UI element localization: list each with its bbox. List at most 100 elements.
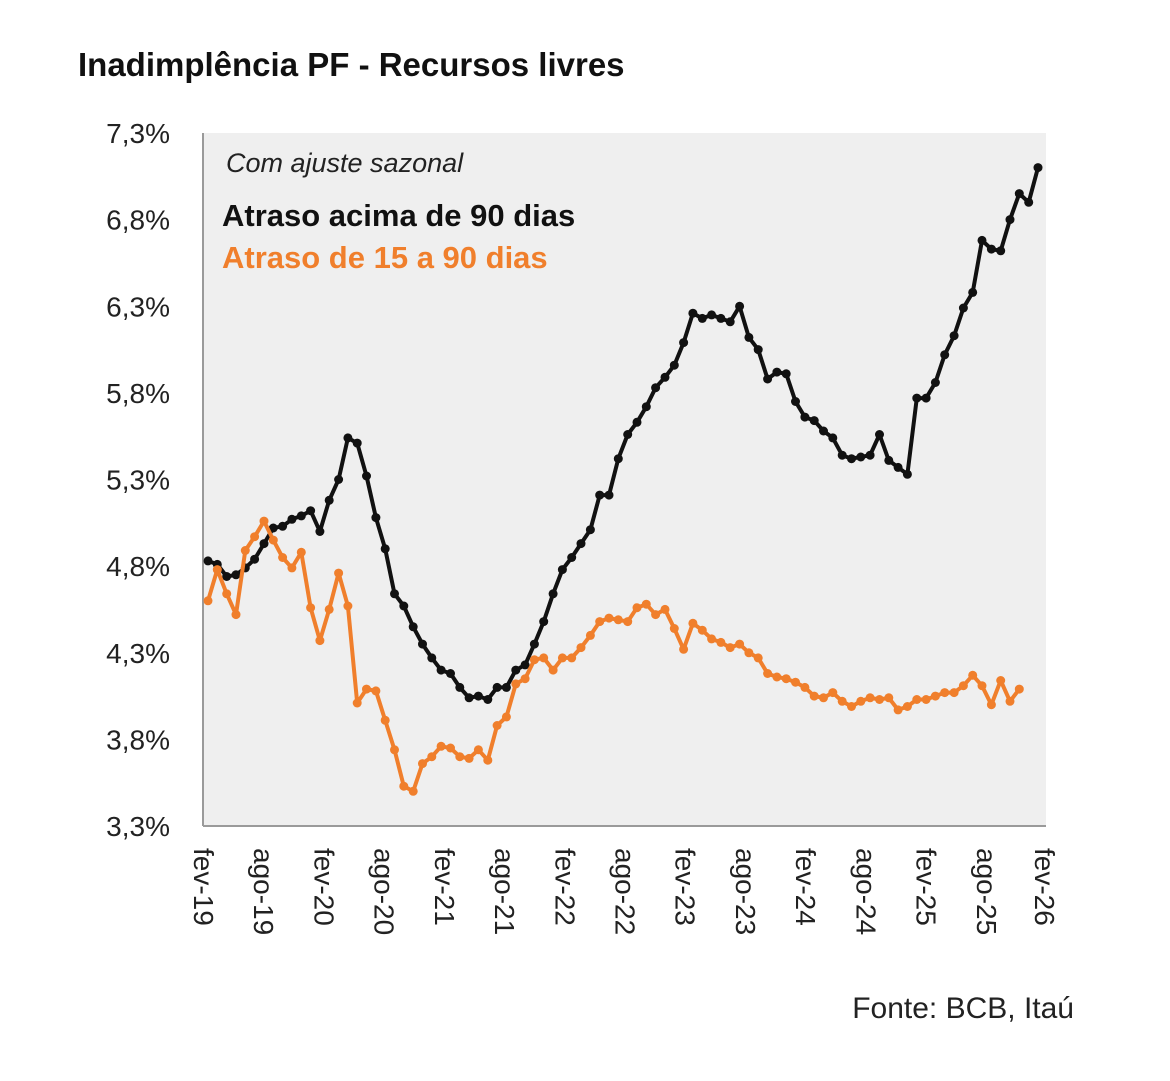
series-2-point [763,669,773,678]
series-2-point [902,702,912,711]
series-1-point [697,313,707,323]
x-tick-label: ago-20 [369,848,400,935]
series-1-point [1033,163,1043,173]
series-1-point [781,369,791,379]
series-1-point [408,622,418,632]
series-1-point [296,511,306,521]
series-2-point [259,516,269,526]
series-1-point [371,513,381,523]
series-2-point [651,610,661,620]
series-2-point [427,752,437,762]
series-1-point [921,393,931,403]
series-1-point [679,338,689,348]
series-2-point [1005,696,1015,706]
series-1-point [725,317,735,327]
series-1-point [483,695,493,704]
series-1-point [343,433,353,443]
series-2-point [464,753,474,763]
series-2-point [921,695,931,704]
series-2-point [492,721,502,730]
series-1-point [278,521,288,531]
series-2-point [557,653,567,663]
series-1-point [287,514,297,524]
series-1-point [548,589,558,599]
series-1-point [511,665,521,675]
series-2-point [772,672,782,682]
series-1-point [791,397,800,406]
x-tick-label: fev-21 [429,848,460,926]
series-1-point [557,565,567,575]
series-1-point [847,454,856,464]
series-1-point [1014,189,1024,199]
series-1-point [986,244,996,254]
series-1-point [436,665,446,675]
legend-entry-1: Atraso acima de 90 dias [222,198,575,233]
series-1-point [875,430,884,439]
series-2-point [753,653,763,663]
series-2-point [222,589,232,599]
series-2-point [856,696,866,706]
series-2-point [613,615,623,625]
series-1-point [809,416,819,426]
series-1-point [828,433,838,443]
y-tick-label: 7,3% [106,118,170,149]
series-2-point [809,691,819,701]
series-2-point [343,601,353,611]
series-line-2 [206,519,1021,794]
series-2-point [669,624,679,633]
series-1-point [893,462,903,472]
series-2-point [501,712,511,722]
series-2-point [278,553,288,562]
series-1-point [623,430,633,439]
series-1-point [473,691,483,701]
series-1-point [641,402,651,412]
series-2-point [744,648,754,658]
x-tick-label: ago-23 [730,848,761,935]
series-2-point [362,684,371,694]
series-1-point [324,495,334,505]
series-2-point [334,568,344,578]
series-1-point [651,383,661,393]
series-2-point [240,546,250,555]
y-tick-label: 4,8% [106,551,170,582]
series-2-point [679,644,689,654]
series-2-point [203,596,213,606]
series-1-point [1005,215,1015,225]
series-2-point [641,599,651,609]
plot-area [203,133,1046,826]
series-1-point [744,332,754,342]
series-1-point [604,490,614,500]
series-1-point [362,471,371,481]
series-1-point [940,350,950,360]
series-2-point [819,693,828,703]
series-2-point [296,547,306,557]
series-1-point [380,544,390,554]
series-2-point [1014,684,1024,694]
series-1-point [949,331,959,341]
series-2-point [324,604,334,614]
series-2-point [576,643,586,653]
series-1-point [306,506,316,516]
series-2-point [418,759,427,769]
x-tick-label: fev-20 [308,848,339,926]
series-2-point [604,613,614,623]
series-2-point [250,532,260,542]
series-1-point [763,374,773,384]
series-2-point [632,603,642,613]
series-1-point [800,412,810,422]
series-1-point [585,525,595,535]
series-1-point [837,450,847,460]
series-1-point [539,617,549,627]
series-2-point [548,665,558,675]
series-2-point [529,655,539,665]
series-1-point [529,639,539,649]
x-tick-label: fev-22 [549,848,580,926]
series-2-point [390,745,399,755]
series-1-point [958,303,968,313]
y-tick-label: 5,8% [106,378,170,409]
series-2-point [436,741,446,751]
series-2-point [986,700,996,710]
series-1-point [501,682,511,692]
series-2-point [660,604,670,614]
series-2-point [781,674,791,684]
